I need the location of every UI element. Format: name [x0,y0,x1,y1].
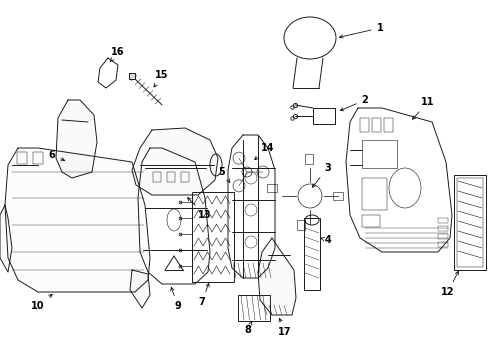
Bar [305,154,312,164]
Text: 3: 3 [312,163,331,187]
Bar [383,118,392,132]
Bar [181,172,189,182]
Bar [437,226,447,231]
Bar [359,118,368,132]
Bar [167,172,175,182]
Bar [361,178,386,210]
Polygon shape [0,205,12,272]
Bar [361,140,396,168]
Bar [456,178,482,267]
Polygon shape [132,128,218,195]
Polygon shape [56,100,97,178]
Text: 12: 12 [440,271,457,297]
Text: 13: 13 [187,198,211,220]
Bar [437,218,447,223]
Bar [296,220,305,230]
Text: 6: 6 [48,150,64,161]
Text: 17: 17 [278,318,291,337]
Bar [371,118,380,132]
Text: 16: 16 [110,47,124,62]
Text: 1: 1 [339,23,383,38]
Text: 4: 4 [320,235,331,245]
Text: 14: 14 [254,143,274,159]
Text: 9: 9 [170,287,181,311]
Bar [332,192,342,200]
Text: 11: 11 [411,97,434,119]
Bar [437,234,447,239]
Bar [238,295,269,321]
Text: 10: 10 [31,294,52,311]
Polygon shape [258,238,295,315]
Text: 8: 8 [244,322,251,335]
Bar [304,218,319,290]
Polygon shape [130,270,150,308]
Text: 15: 15 [154,70,168,87]
Bar [17,152,27,164]
Bar [33,152,43,164]
Bar [153,172,161,182]
Text: 5: 5 [218,167,229,182]
Text: 7: 7 [198,283,209,307]
Bar [266,184,276,192]
Bar [453,175,485,270]
Bar [361,215,379,227]
Bar [192,192,234,282]
Bar [437,242,447,247]
Text: 2: 2 [340,95,367,111]
